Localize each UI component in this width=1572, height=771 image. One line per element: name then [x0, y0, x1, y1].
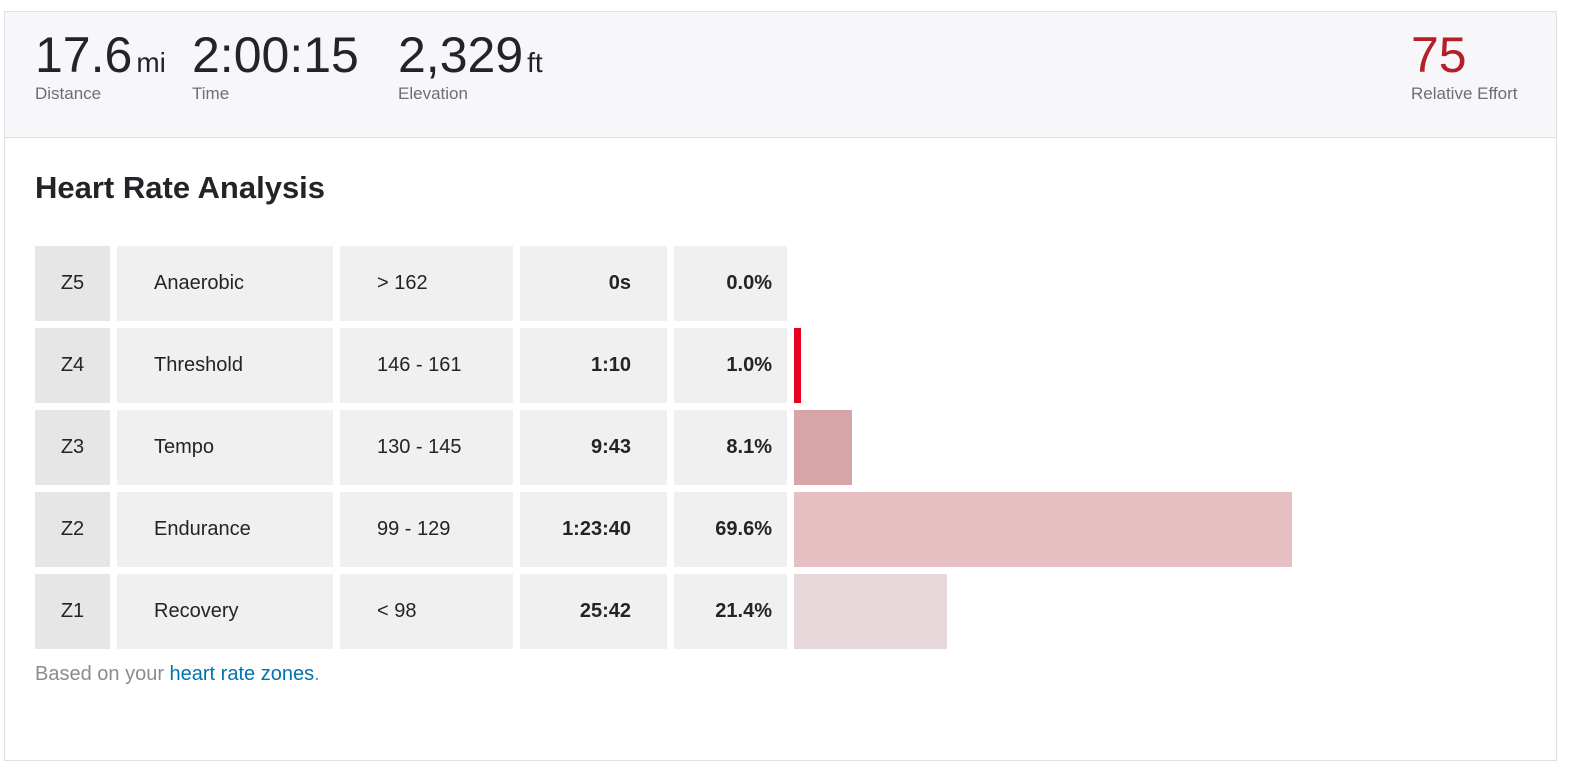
zone-id: Z3 [35, 410, 110, 485]
zone-time: 9:43 [520, 410, 667, 485]
distance-label: Distance [35, 84, 102, 103]
zone-percent: 21.4% [674, 574, 787, 649]
zone-percent: 8.1% [674, 410, 787, 485]
footnote: Based on your heart rate zones. [35, 663, 320, 686]
zone-percent: 0.0% [674, 246, 787, 321]
relative-effort-value: 75 [1411, 27, 1467, 83]
zone-name: Recovery [117, 574, 333, 649]
zone-name: Endurance [117, 492, 333, 567]
elevation-stat: 2,329 ft Elevation [398, 28, 543, 104]
zone-name: Anaerobic [117, 246, 333, 321]
zone-row: Z5 Anaerobic > 162 0s 0.0% [35, 246, 1335, 321]
distance-stat: 17.6 mi Distance [35, 28, 166, 104]
zone-id: Z1 [35, 574, 110, 649]
footnote-suffix: . [314, 663, 320, 685]
time-stat: 2:00:15 Time [192, 28, 359, 104]
zone-id: Z4 [35, 328, 110, 403]
zone-bar [794, 410, 852, 485]
distance-unit: mi [136, 47, 166, 78]
zone-percent: 69.6% [674, 492, 787, 567]
heart-rate-zones-link[interactable]: heart rate zones [169, 663, 315, 685]
zone-row: Z3 Tempo 130 - 145 9:43 8.1% [35, 410, 1335, 485]
zone-id: Z5 [35, 246, 110, 321]
section-title: Heart Rate Analysis [35, 170, 326, 205]
zone-bar [794, 492, 1292, 567]
elevation-label: Elevation [398, 84, 468, 103]
zone-time: 0s [520, 246, 667, 321]
zone-range: 99 - 129 [340, 492, 513, 567]
zone-time: 1:23:40 [520, 492, 667, 567]
elevation-value: 2,329 [398, 27, 524, 83]
time-label: Time [192, 84, 230, 103]
zone-bar [794, 328, 801, 403]
footnote-prefix: Based on your [35, 663, 170, 685]
relative-effort-stat[interactable]: 75 Relative Effort [1411, 28, 1517, 104]
zone-time: 1:10 [520, 328, 667, 403]
zone-id: Z2 [35, 492, 110, 567]
distance-value: 17.6 [35, 27, 133, 83]
zone-row: Z2 Endurance 99 - 129 1:23:40 69.6% [35, 492, 1335, 567]
zone-time: 25:42 [520, 574, 667, 649]
time-value: 2:00:15 [192, 27, 359, 83]
zone-row: Z4 Threshold 146 - 161 1:10 1.0% [35, 328, 1335, 403]
stats-bar: 17.6 mi Distance 2:00:15 Time 2,329 ft E… [5, 12, 1556, 138]
zone-bar [794, 574, 947, 649]
zone-row: Z1 Recovery < 98 25:42 21.4% [35, 574, 1335, 649]
zone-percent: 1.0% [674, 328, 787, 403]
zone-name: Threshold [117, 328, 333, 403]
activity-card: 17.6 mi Distance 2:00:15 Time 2,329 ft E… [4, 11, 1557, 761]
zone-range: 146 - 161 [340, 328, 513, 403]
zone-range: > 162 [340, 246, 513, 321]
zone-range: < 98 [340, 574, 513, 649]
zone-name: Tempo [117, 410, 333, 485]
relative-effort-label: Relative Effort [1411, 84, 1518, 103]
elevation-unit: ft [527, 47, 543, 78]
zone-range: 130 - 145 [340, 410, 513, 485]
